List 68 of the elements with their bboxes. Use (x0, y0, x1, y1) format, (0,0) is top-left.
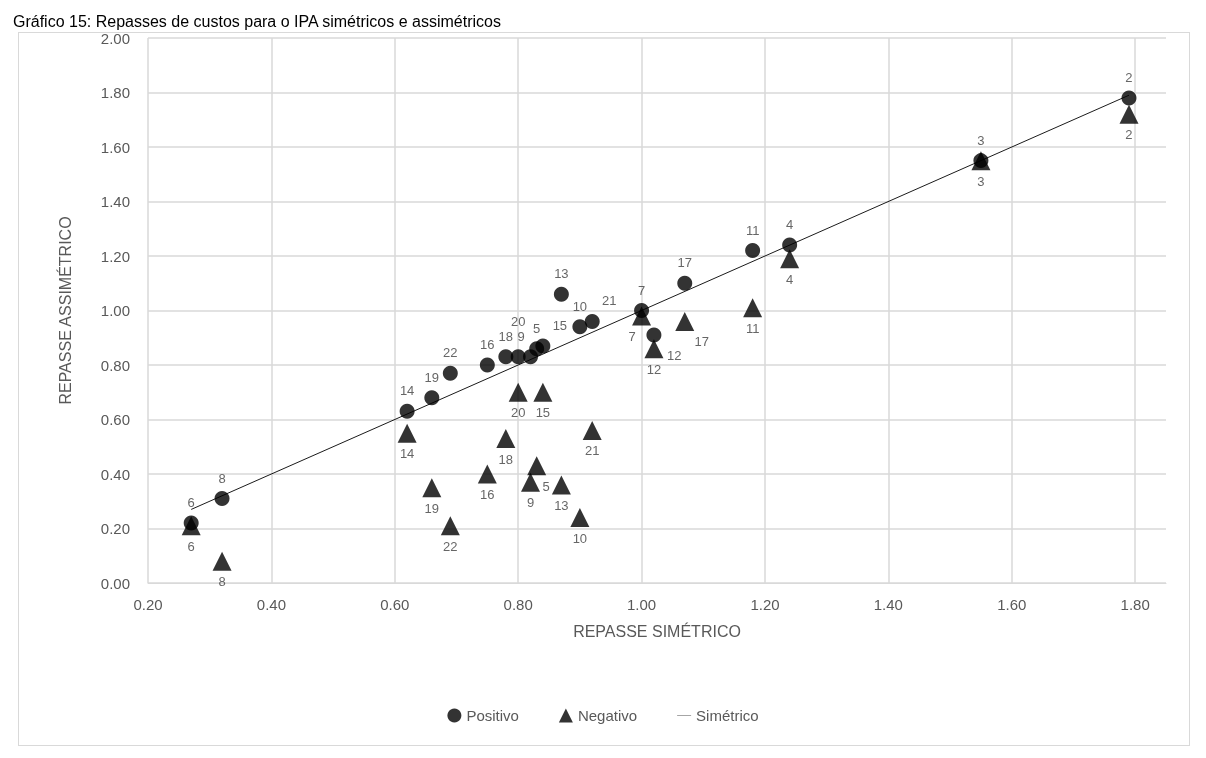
y-tick-label: 0.00 (100, 574, 130, 592)
annotation: 5 (533, 320, 541, 336)
annotation: 3 (977, 132, 985, 148)
x-tick-label: 0.20 (133, 596, 163, 613)
y-tick-label: 0.60 (100, 411, 130, 428)
annotation: 14 (399, 383, 415, 399)
annotation: 8 (218, 470, 226, 486)
y-tick-label: 1.40 (100, 193, 130, 210)
annotation: 16 (480, 487, 495, 502)
annotation: 22 (443, 538, 458, 554)
annotation: 8 (218, 574, 226, 590)
x-tick-label: 1.00 (626, 596, 657, 613)
annotation: 14 (399, 446, 415, 462)
annotation: 2 (1125, 127, 1133, 143)
y-tick-label: 0.20 (100, 520, 130, 537)
x-tick-label: 1.60 (997, 596, 1027, 613)
annotation: 15 (535, 405, 551, 421)
annotation: 21 (584, 443, 600, 459)
annotation: 18 (498, 328, 514, 344)
y-tick-label: 1.80 (100, 84, 130, 101)
legend-label: Positivo (466, 707, 519, 724)
y-tick-label: 0.80 (100, 356, 130, 374)
annotation: 21 (601, 293, 617, 309)
annotation: 20 (510, 313, 526, 329)
y-axis-title: REPASSE ASSIMÉTRICO (55, 216, 74, 405)
x-tick-label: 1.40 (873, 596, 903, 613)
x-tick-label: 0.40 (256, 596, 286, 613)
annotation: 15 (552, 317, 568, 333)
annotation: 17 (677, 255, 692, 271)
y-tick-label: 1.00 (100, 302, 130, 319)
annotation: 4 (786, 271, 794, 287)
annotation: 6 (187, 538, 195, 554)
annotation: 17 (694, 334, 709, 350)
annotation: 11 (745, 222, 760, 238)
x-tick-label: 0.80 (503, 596, 533, 613)
annotation: 16 (480, 337, 495, 352)
y-tick-label: 0.40 (100, 465, 130, 483)
annotation: 9 (517, 328, 525, 344)
legend-label: Simétrico (696, 707, 759, 724)
annotation: 19 (424, 500, 440, 516)
annotation: 10 (572, 530, 588, 546)
x-tick-label: 0.60 (380, 596, 410, 613)
annotation: 20 (510, 405, 526, 421)
annotation: 7 (637, 282, 646, 298)
annotation: 2 (1125, 69, 1133, 85)
annotation: 13 (554, 266, 569, 282)
annotation: 13 (554, 497, 569, 513)
annotation: 18 (498, 451, 514, 467)
y-tick-label: 1.60 (100, 138, 130, 156)
x-tick-label: 1.20 (750, 596, 780, 613)
legend-label: Negativo (577, 707, 638, 724)
x-tick-label: 1.80 (1120, 596, 1150, 613)
y-tick-label: 1.20 (100, 247, 130, 265)
chart-title: Gráfico 15: Repasses de custos para o IPA simétricos e assimétricos (13, 12, 501, 30)
annotation: 10 (572, 298, 588, 314)
annotation: 6 (187, 495, 195, 511)
annotation: 22 (443, 345, 458, 361)
annotation: 5 (542, 478, 550, 494)
annotation: 12 (646, 361, 662, 377)
annotation: 3 (977, 173, 985, 189)
annotation: 19 (424, 369, 440, 385)
x-axis-title: REPASSE SIMÉTRICO (573, 621, 741, 640)
y-tick-label: 2.00 (100, 29, 130, 47)
annotation: 4 (786, 217, 794, 233)
annotation: 11 (745, 320, 760, 336)
annotation: 12 (667, 348, 682, 364)
annotation: 7 (628, 328, 636, 344)
annotation: 9 (526, 495, 535, 511)
